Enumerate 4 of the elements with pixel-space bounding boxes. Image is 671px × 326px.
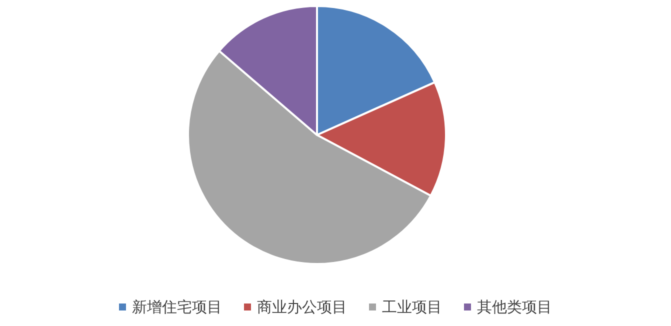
legend-label: 新增住宅项目 [132,298,222,316]
legend-label: 其他类项目 [477,298,552,316]
legend-label: 商业办公项目 [257,298,347,316]
legend-label: 工业项目 [382,298,442,316]
